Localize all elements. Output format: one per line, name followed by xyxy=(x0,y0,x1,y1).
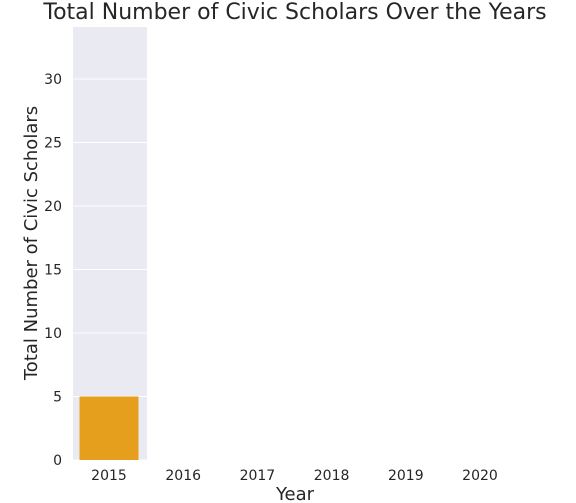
chart-title: Total Number of Civic Scholars Over the … xyxy=(42,0,546,25)
x-tick-label-2018: 2018 xyxy=(314,468,350,484)
x-tick-label-2016: 2016 xyxy=(165,468,201,484)
x-axis-ticks: 2015 2016 2017 2018 2019 2020 xyxy=(91,468,498,484)
x-axis-label: Year xyxy=(275,484,315,503)
x-tick-label-2020: 2020 xyxy=(462,468,498,484)
x-tick-label-2017: 2017 xyxy=(240,468,276,484)
y-tick-label: 20 xyxy=(44,199,62,215)
x-tick-label-2019: 2019 xyxy=(388,468,424,484)
y-tick-label: 25 xyxy=(44,136,62,152)
x-tick-label-2015: 2015 xyxy=(91,468,127,484)
y-tick-label: 15 xyxy=(44,263,62,279)
plot-background xyxy=(73,27,147,460)
bars xyxy=(79,396,139,460)
y-tick-label: 0 xyxy=(53,453,62,469)
y-axis-label: Total Number of Civic Scholars xyxy=(21,106,42,381)
y-axis-ticks: 0 5 10 15 20 25 30 xyxy=(44,72,62,469)
y-tick-label: 30 xyxy=(44,72,62,88)
bar-2015 xyxy=(79,396,139,460)
y-tick-label: 10 xyxy=(44,326,62,342)
y-tick-label: 5 xyxy=(53,390,62,406)
